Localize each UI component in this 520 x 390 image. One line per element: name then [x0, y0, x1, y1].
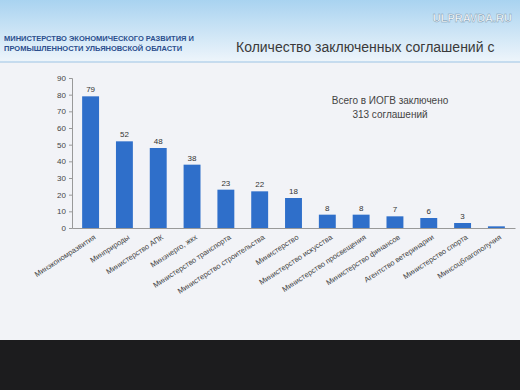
y-tick-mark [69, 78, 72, 79]
y-tick: 20 [57, 191, 72, 200]
data-labels: 79 52 48 38 23 22 18 8 8 7 6 3 [86, 85, 465, 221]
y-tick-mark [69, 161, 72, 162]
x-tick: Минэкономразвития [33, 228, 97, 279]
y-tick: 90 [57, 74, 72, 83]
y-tick-mark [69, 195, 72, 196]
bar [488, 226, 505, 228]
y-tick: 40 [57, 157, 72, 166]
chart: МИНИСТЕРСТВО ЭКОНОМИЧЕСКОГО РАЗВИТИЯ И П… [0, 0, 520, 390]
y-tick-mark [69, 95, 72, 96]
data-label: 52 [120, 130, 129, 139]
header-rule [0, 62, 520, 63]
y-tick-mark [69, 145, 72, 146]
data-label: 7 [393, 205, 398, 214]
bar [217, 190, 234, 228]
bar [454, 223, 471, 228]
bar [386, 216, 403, 228]
x-tick-label: Министерство АПК [105, 232, 166, 276]
x-tick: Министерство строительства [176, 228, 267, 296]
y-tick-label: 80 [57, 91, 66, 100]
bar [285, 198, 302, 228]
x-tick: Минсоцблагополучия [436, 228, 503, 281]
data-label: 22 [255, 180, 264, 189]
x-tick-label: Министерство строительства [176, 232, 267, 296]
y-tick: 70 [57, 107, 72, 116]
bar [319, 215, 336, 228]
bar [116, 141, 133, 228]
y-tick-label: 40 [57, 157, 66, 166]
y-tick: 50 [57, 141, 72, 150]
annotation: 313 соглашений [352, 109, 427, 120]
y-tick-label: 20 [57, 191, 66, 200]
y-tick: 30 [57, 174, 72, 183]
x-tick: Министерство АПК [105, 228, 166, 276]
y-tick-label: 90 [57, 74, 66, 83]
data-label: 3 [460, 212, 465, 221]
bar [251, 191, 268, 228]
bars [82, 96, 505, 228]
y-tick: 60 [57, 124, 72, 133]
bar [82, 96, 99, 228]
y-tick: 0 [62, 224, 72, 233]
bar [184, 165, 201, 228]
y-tick-mark [69, 228, 72, 229]
header [0, 0, 520, 62]
y-tick-label: 30 [57, 174, 66, 183]
x-tick-label: Минэкономразвития [33, 233, 97, 279]
y-axis: 0 10 20 30 40 50 60 70 80 90 [57, 74, 72, 233]
data-label: 8 [325, 204, 330, 213]
y-axis-line [69, 79, 73, 229]
watermark: ULPRAVDA.RU [433, 12, 512, 24]
x-axis-line [73, 228, 516, 229]
y-tick-label: 70 [57, 107, 66, 116]
x-tick-label: Минсоцблагополучия [436, 233, 503, 281]
y-tick-mark [69, 128, 72, 129]
bar [353, 215, 370, 228]
y-tick: 10 [57, 207, 72, 216]
subtitle-box: МИНИСТЕРСТВО ЭКОНОМИЧЕСКОГО РАЗВИТИЯ И П… [4, 34, 214, 60]
y-tick: 80 [57, 91, 72, 100]
x-axis: МинэкономразвитияМинприродыМинистерство … [33, 228, 516, 296]
annotation: Всего в ИОГВ заключено [332, 95, 449, 106]
data-label: 79 [86, 85, 95, 94]
data-label: 23 [221, 179, 230, 188]
data-label: 8 [359, 204, 364, 213]
y-tick-label: 10 [57, 207, 66, 216]
data-label: 6 [427, 207, 432, 216]
y-tick-mark [69, 211, 72, 212]
bar [420, 218, 437, 228]
subtitle: МИНИСТЕРСТВО ЭКОНОМИЧЕСКОГО РАЗВИТИЯ И П… [4, 34, 214, 54]
y-tick-mark [69, 178, 72, 179]
y-tick-mark [69, 111, 72, 112]
screen [0, 0, 520, 340]
data-label: 38 [188, 154, 197, 163]
y-tick-label: 50 [57, 141, 66, 150]
x-tick: Агентство ветеринарии [363, 228, 436, 284]
data-label: 18 [289, 187, 298, 196]
y-tick-label: 0 [62, 224, 67, 233]
y-tick-label: 60 [57, 124, 66, 133]
data-label: 48 [154, 137, 163, 146]
bar [150, 148, 167, 228]
title: Количество заключенных соглашений с [236, 39, 494, 55]
